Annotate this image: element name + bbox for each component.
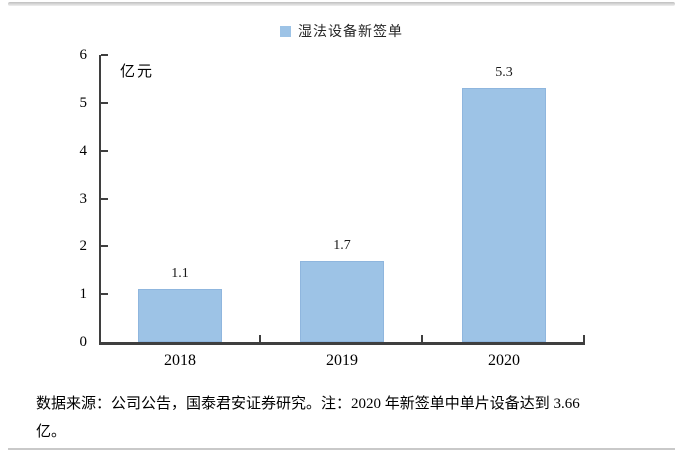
top-divider: [8, 2, 675, 6]
y-axis-tick-label: 0: [79, 334, 88, 350]
bar-value-label: 1.1: [171, 266, 189, 282]
chart-legend: 湿法设备新签单: [0, 21, 683, 41]
x-axis-line: [99, 342, 585, 345]
y-axis-line: [99, 55, 101, 345]
x-axis-tick-mark: [259, 335, 261, 342]
bar-value-label: 1.7: [333, 237, 351, 253]
y-axis-tick-mark: [101, 149, 108, 152]
bottom-divider: [8, 448, 675, 450]
y-axis-tick-label: 1: [79, 286, 88, 303]
x-axis-category-label: 2019: [326, 352, 358, 369]
x-axis-category-label: 2018: [164, 352, 196, 369]
bar-value-label: 5.3: [495, 65, 513, 81]
source-note-line: 亿。: [36, 424, 67, 440]
bar-chart: 亿元 0 1 2 3 4 5 6 1.1 2018 1.7 2019 5.3 2020: [79, 47, 585, 369]
y-axis-tick-mark: [101, 54, 108, 56]
bar: [138, 289, 222, 342]
bar: [300, 260, 384, 342]
y-axis-tick-mark: [101, 293, 108, 296]
y-axis-tick-label: 2: [79, 238, 88, 255]
y-axis-tick-label: 4: [79, 142, 88, 159]
source-note: 数据来源：公司公告，国泰君安证券研究。注：2020 年新签单中单片设备达到 3.…: [36, 390, 668, 446]
bar: [462, 88, 546, 342]
source-note-line: 数据来源：公司公告，国泰君安证券研究。注：2020 年新签单中单片设备达到 3.…: [36, 396, 580, 412]
y-axis-unit-label: 亿元: [120, 64, 155, 80]
y-axis-tick-label: 5: [79, 94, 88, 111]
x-axis-category-label: 2020: [488, 352, 520, 369]
y-axis-tick-label: 3: [79, 190, 88, 207]
y-axis-tick-mark: [101, 101, 108, 104]
y-axis-tick-mark: [101, 197, 108, 200]
x-axis-tick-mark: [583, 335, 585, 342]
legend-swatch-icon: [280, 25, 291, 37]
y-axis-tick-mark: [101, 245, 108, 248]
y-axis-tick-label: 6: [79, 47, 88, 63]
legend-label: 湿法设备新签单: [298, 25, 403, 40]
x-axis-tick-mark: [421, 335, 423, 342]
